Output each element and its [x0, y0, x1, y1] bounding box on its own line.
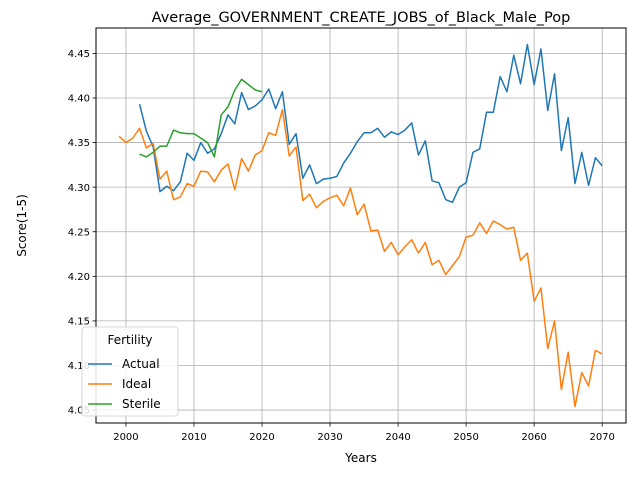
series-lines	[118, 43, 603, 408]
series-line-ideal	[118, 108, 603, 408]
plot-frame	[95, 27, 627, 424]
x-axis: 2000 2010 2020 2030 2040 2050 2060 2070	[113, 423, 615, 443]
chart-title: Average_GOVERNMENT_CREATE_JOBS_of_Black_…	[152, 10, 571, 26]
y-tick-label: 4.30	[68, 183, 90, 194]
x-tick-label: 2070	[589, 432, 614, 443]
legend-label-actual: Actual	[122, 357, 160, 371]
y-tick-label: 4.40	[68, 94, 90, 105]
y-tick-label: 4.25	[68, 227, 90, 238]
series-line-sterile	[139, 78, 263, 158]
x-tick-label: 2000	[113, 432, 138, 443]
y-tick-label: 4.05	[68, 406, 90, 417]
x-tick-label: 2020	[249, 432, 274, 443]
y-tick-label: 4.20	[68, 272, 90, 283]
x-axis-label: Years	[344, 451, 377, 465]
y-axis: 4.05 4.10 4.15 4.20 4.25 4.30 4.35 4.40 4.45	[68, 49, 96, 417]
y-tick-label: 4.45	[68, 49, 90, 60]
legend-label-ideal: Ideal	[122, 377, 151, 391]
y-tick-label: 4.15	[68, 317, 90, 328]
grid-lines	[96, 28, 626, 423]
x-tick-label: 2060	[521, 432, 546, 443]
x-tick-label: 2050	[453, 432, 478, 443]
y-tick-label: 4.35	[68, 138, 90, 149]
x-tick-label: 2030	[317, 432, 342, 443]
y-tick-label: 4.10	[68, 361, 90, 372]
legend: Fertility Actual Ideal Sterile	[81, 326, 179, 417]
legend-box	[81, 326, 179, 417]
x-tick-label: 2010	[181, 432, 206, 443]
x-tick-label: 2040	[385, 432, 410, 443]
legend-label-sterile: Sterile	[122, 397, 161, 411]
legend-title: Fertility	[107, 333, 152, 347]
y-axis-label: Score(1-5)	[15, 194, 29, 257]
